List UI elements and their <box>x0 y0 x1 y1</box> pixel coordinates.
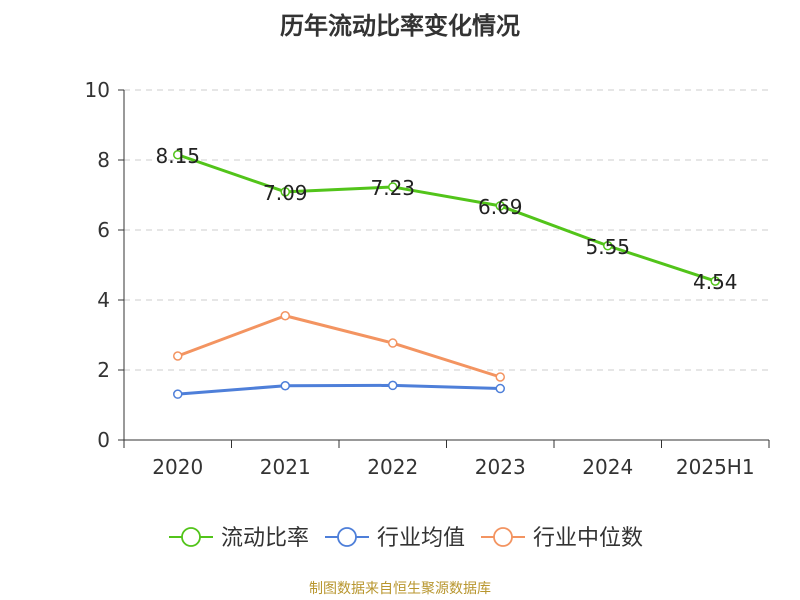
data-label: 4.54 <box>693 270 738 294</box>
series-line <box>176 153 717 283</box>
data-point <box>388 380 398 391</box>
legend-label: 行业均值 <box>377 526 465 551</box>
y-tick-label: 0 <box>97 428 110 452</box>
data-point <box>280 311 290 321</box>
x-tick-label: 2021 <box>260 455 311 479</box>
data-point <box>710 276 720 286</box>
legend-item-1[interactable]: 行业均值 <box>325 526 465 551</box>
data-labels: 8.15 7.09 7.23 6.69 5.55 4.54 <box>155 144 737 294</box>
chart-title: 历年流动比率变化情况 <box>280 12 520 40</box>
data-point <box>173 150 183 160</box>
y-tick-label: 6 <box>97 218 110 242</box>
data-point <box>495 201 505 211</box>
grid-lines <box>124 89 769 371</box>
x-tick-label: 2025H1 <box>676 455 755 479</box>
series-line <box>176 383 502 396</box>
y-tick-label: 8 <box>97 148 110 172</box>
data-label: 8.15 <box>155 144 200 168</box>
legend-marker-circle <box>181 527 201 547</box>
x-tick-label: 2023 <box>475 455 526 479</box>
x-tick-label: 2024 <box>582 455 633 479</box>
data-label: 5.55 <box>585 235 630 259</box>
data-point <box>495 383 505 394</box>
series-layer <box>173 150 720 399</box>
data-point <box>280 381 290 391</box>
data-point <box>388 182 398 192</box>
data-label: 7.09 <box>263 181 308 205</box>
data-label: 7.23 <box>370 176 415 200</box>
series-line <box>176 314 502 379</box>
legend-marker-circle <box>337 527 357 547</box>
data-point <box>173 351 183 361</box>
legend-label: 行业中位数 <box>533 526 643 551</box>
source-note: 制图数据来自恒生聚源数据库 <box>309 581 491 597</box>
axes: 0 2 4 6 8 10 2020 2021 2022 2023 2024 2025H1 <box>85 78 770 479</box>
series-2 <box>173 311 505 382</box>
legend-label: 流动比率 <box>221 526 309 551</box>
series-1 <box>173 380 505 399</box>
data-label: 6.69 <box>478 195 523 219</box>
data-point <box>495 372 505 382</box>
y-tick-label: 4 <box>97 288 110 312</box>
y-tick-label: 10 <box>85 78 110 102</box>
data-point <box>388 338 398 348</box>
legend-item-2[interactable]: 行业中位数 <box>481 526 643 551</box>
data-point <box>173 389 183 399</box>
x-tick-label: 2020 <box>152 455 203 479</box>
data-point <box>280 187 290 197</box>
x-tick-label: 2022 <box>367 455 418 479</box>
legend: 流动比率 行业均值 行业中位数 <box>169 526 643 551</box>
y-tick-label: 2 <box>97 358 110 382</box>
data-point <box>603 241 613 251</box>
series-0 <box>173 150 720 286</box>
legend-marker-circle <box>493 527 513 547</box>
legend-item-0[interactable]: 流动比率 <box>169 526 309 551</box>
